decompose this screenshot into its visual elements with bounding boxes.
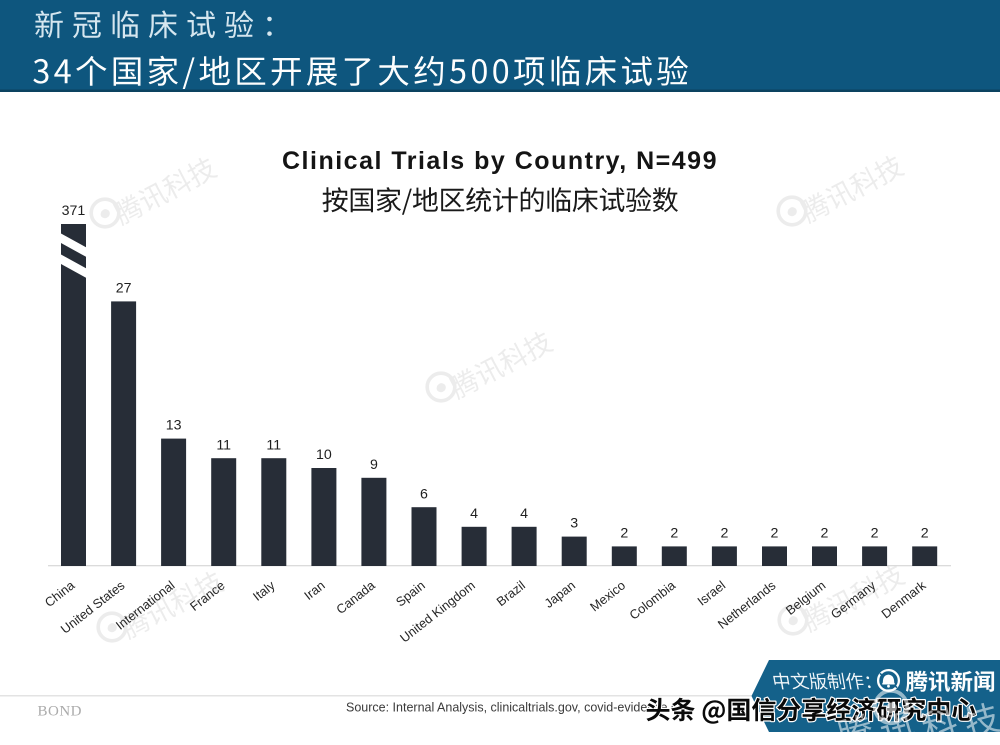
svg-text:4: 4 xyxy=(520,506,528,522)
svg-text:2: 2 xyxy=(771,526,779,542)
svg-text:10: 10 xyxy=(316,447,332,463)
svg-text:2: 2 xyxy=(871,526,879,542)
svg-text:Clinical Trials by Country, N=: Clinical Trials by Country, N=499 xyxy=(282,147,718,175)
svg-text:6: 6 xyxy=(420,486,428,502)
svg-text:11: 11 xyxy=(266,437,281,453)
svg-text:27: 27 xyxy=(116,281,132,297)
svg-text:2: 2 xyxy=(670,526,678,542)
svg-text:371: 371 xyxy=(62,203,86,219)
svg-text:2: 2 xyxy=(620,526,628,542)
svg-text:BOND: BOND xyxy=(38,704,83,720)
svg-text:9: 9 xyxy=(370,457,378,473)
svg-text:11: 11 xyxy=(216,437,231,453)
svg-text:3: 3 xyxy=(570,516,578,532)
svg-text:4: 4 xyxy=(470,506,478,522)
svg-text:2: 2 xyxy=(720,526,728,542)
svg-text:2: 2 xyxy=(921,526,929,542)
svg-text:2: 2 xyxy=(821,526,829,542)
svg-text:Source: Internal Analysis, cli: Source: Internal Analysis, clinicaltrial… xyxy=(346,701,689,715)
svg-text:13: 13 xyxy=(166,418,182,434)
